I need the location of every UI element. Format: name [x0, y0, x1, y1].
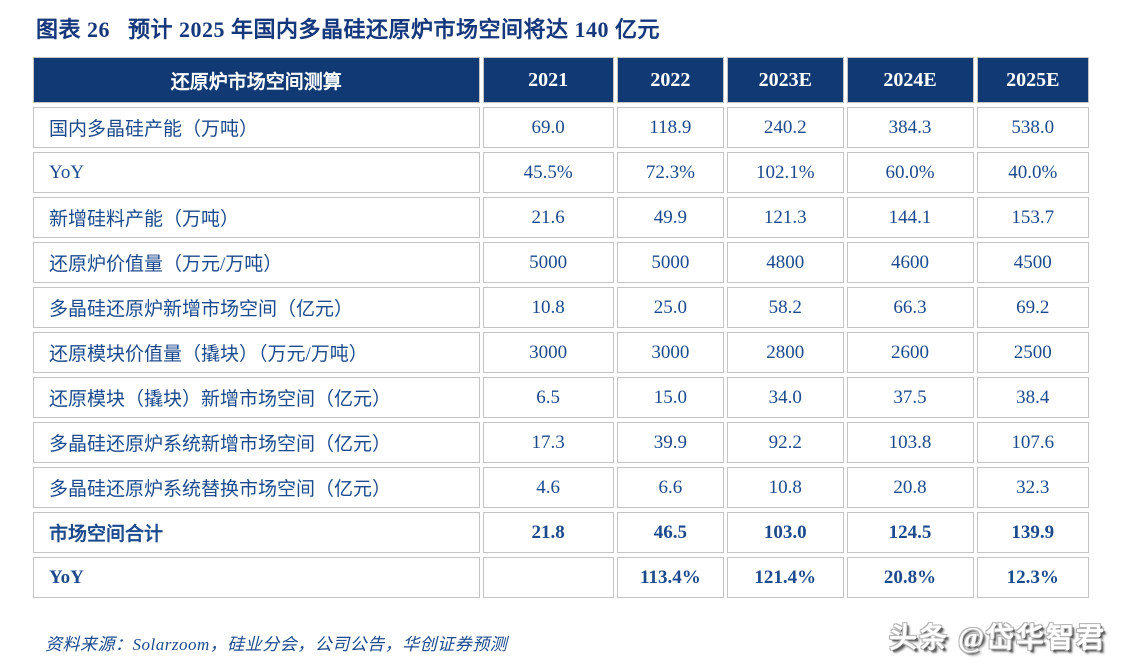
cell-value: 25.0 [616, 287, 724, 328]
table-row-total-yoy: YoY 113.4% 121.4% 20.8% 12.3% [33, 557, 1089, 598]
watermark: 头条 @岱华智君 [888, 623, 1106, 654]
cell-value: 12.3% [976, 557, 1089, 598]
row-label: 市场空间合计 [33, 512, 480, 553]
cell-value: 103.8 [846, 422, 974, 463]
cell-value: 144.1 [846, 197, 974, 238]
table-row: 还原模块价值量（撬块）（万元/万吨） 3000 3000 2800 2600 2… [33, 332, 1089, 373]
cell-value: 153.7 [976, 197, 1089, 238]
cell-value: 39.9 [616, 422, 724, 463]
cell-value: 102.1% [726, 152, 844, 193]
table-row: 多晶硅还原炉系统替换市场空间（亿元） 4.6 6.6 10.8 20.8 32.… [33, 467, 1089, 508]
cell-value: 38.4 [976, 377, 1089, 418]
cell-value: 4500 [976, 242, 1089, 283]
cell-value: 40.0% [976, 152, 1089, 193]
header-cell-2024e: 2024E [846, 57, 974, 103]
cell-value: 72.3% [616, 152, 724, 193]
row-label: 多晶硅还原炉系统新增市场空间（亿元） [33, 422, 480, 463]
cell-value: 240.2 [726, 107, 844, 148]
figure-title: 图表 26 预计 2025 年国内多晶硅还原炉市场空间将达 140 亿元 [36, 17, 661, 42]
cell-value: 3000 [616, 332, 724, 373]
cell-value: 10.8 [482, 287, 614, 328]
cell-value [482, 557, 614, 598]
header-cell-2022: 2022 [616, 57, 724, 103]
row-label: YoY [33, 557, 480, 598]
table-row: YoY 45.5% 72.3% 102.1% 60.0% 40.0% [33, 152, 1089, 193]
cell-value: 92.2 [726, 422, 844, 463]
cell-value: 21.8 [482, 512, 614, 553]
cell-value: 118.9 [616, 107, 724, 148]
cell-value: 139.9 [976, 512, 1089, 553]
header-cell-2025e: 2025E [976, 57, 1089, 103]
cell-value: 5000 [616, 242, 724, 283]
row-label: 多晶硅还原炉新增市场空间（亿元） [33, 287, 480, 328]
cell-value: 60.0% [846, 152, 974, 193]
table-row: 多晶硅还原炉新增市场空间（亿元） 10.8 25.0 58.2 66.3 69.… [33, 287, 1089, 328]
market-space-table: 还原炉市场空间测算 2021 2022 2023E 2024E 2025E 国内… [30, 53, 1092, 602]
cell-value: 49.9 [616, 197, 724, 238]
cell-value: 3000 [482, 332, 614, 373]
row-label: 还原炉价值量（万元/万吨） [33, 242, 480, 283]
table-row: 新增硅料产能（万吨） 21.6 49.9 121.3 144.1 153.7 [33, 197, 1089, 238]
cell-value: 6.5 [482, 377, 614, 418]
cell-value: 538.0 [976, 107, 1089, 148]
row-label: 新增硅料产能（万吨） [33, 197, 480, 238]
cell-value: 2800 [726, 332, 844, 373]
row-label: YoY [33, 152, 480, 193]
cell-value: 5000 [482, 242, 614, 283]
cell-value: 34.0 [726, 377, 844, 418]
table-header-row: 还原炉市场空间测算 2021 2022 2023E 2024E 2025E [33, 57, 1089, 103]
cell-value: 37.5 [846, 377, 974, 418]
cell-value: 20.8% [846, 557, 974, 598]
table-row-total: 市场空间合计 21.8 46.5 103.0 124.5 139.9 [33, 512, 1089, 553]
header-cell-2021: 2021 [482, 57, 614, 103]
cell-value: 103.0 [726, 512, 844, 553]
cell-value: 21.6 [482, 197, 614, 238]
cell-value: 58.2 [726, 287, 844, 328]
cell-value: 124.5 [846, 512, 974, 553]
table-row: 国内多晶硅产能（万吨） 69.0 118.9 240.2 384.3 538.0 [33, 107, 1089, 148]
cell-value: 113.4% [616, 557, 724, 598]
table-row: 还原炉价值量（万元/万吨） 5000 5000 4800 4600 4500 [33, 242, 1089, 283]
cell-value: 46.5 [616, 512, 724, 553]
cell-value: 17.3 [482, 422, 614, 463]
cell-value: 69.2 [976, 287, 1089, 328]
cell-value: 6.6 [616, 467, 724, 508]
header-cell-label: 还原炉市场空间测算 [33, 57, 480, 103]
cell-value: 66.3 [846, 287, 974, 328]
cell-value: 32.3 [976, 467, 1089, 508]
cell-value: 45.5% [482, 152, 614, 193]
source-note: 资料来源：Solarzoom，硅业分会，公司公告，华创证券预测 [45, 635, 508, 654]
table-row: 多晶硅还原炉系统新增市场空间（亿元） 17.3 39.9 92.2 103.8 … [33, 422, 1089, 463]
row-label: 国内多晶硅产能（万吨） [33, 107, 480, 148]
table-row: 还原模块（撬块）新增市场空间（亿元） 6.5 15.0 34.0 37.5 38… [33, 377, 1089, 418]
cell-value: 15.0 [616, 377, 724, 418]
cell-value: 4800 [726, 242, 844, 283]
cell-value: 384.3 [846, 107, 974, 148]
row-label: 还原模块（撬块）新增市场空间（亿元） [33, 377, 480, 418]
cell-value: 4600 [846, 242, 974, 283]
cell-value: 4.6 [482, 467, 614, 508]
cell-value: 121.3 [726, 197, 844, 238]
row-label: 多晶硅还原炉系统替换市场空间（亿元） [33, 467, 480, 508]
header-cell-2023e: 2023E [726, 57, 844, 103]
cell-value: 69.0 [482, 107, 614, 148]
cell-value: 2600 [846, 332, 974, 373]
cell-value: 20.8 [846, 467, 974, 508]
cell-value: 107.6 [976, 422, 1089, 463]
cell-value: 10.8 [726, 467, 844, 508]
row-label: 还原模块价值量（撬块）（万元/万吨） [33, 332, 480, 373]
cell-value: 121.4% [726, 557, 844, 598]
cell-value: 2500 [976, 332, 1089, 373]
